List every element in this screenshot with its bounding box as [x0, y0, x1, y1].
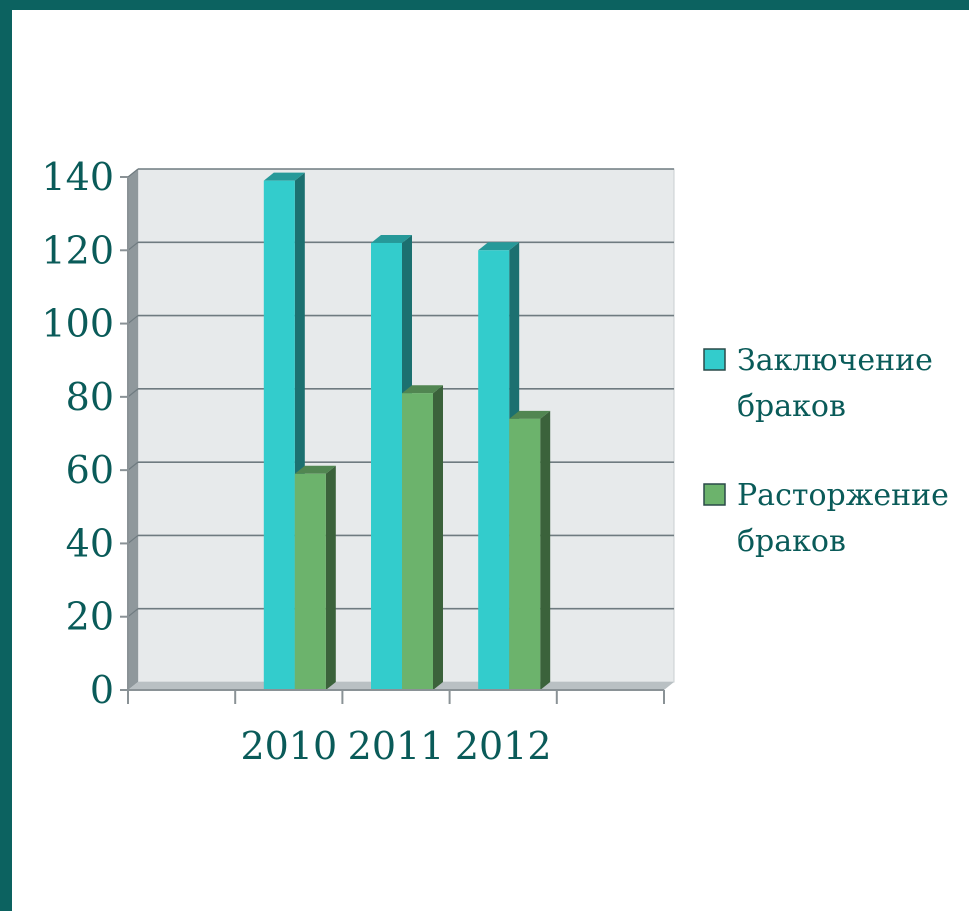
gridline-side [127, 241, 139, 251]
y-tick-label: 40 [66, 521, 114, 565]
x-tick-label: 2012 [455, 724, 552, 768]
bar-side [433, 385, 443, 690]
gridline-side [127, 388, 139, 398]
bar-top [478, 242, 520, 251]
bar-top [402, 385, 443, 394]
y-tick-label: 20 [66, 595, 114, 639]
gridline-side [127, 168, 139, 178]
side-wall [128, 169, 138, 690]
bar [402, 385, 443, 690]
bar [294, 465, 336, 690]
x-tick-label: 2010 [240, 724, 337, 768]
axes [120, 176, 665, 704]
bar-side [325, 465, 336, 690]
bar [263, 172, 305, 690]
legend-label: Расторжение [737, 478, 949, 513]
y-tick-label: 120 [41, 228, 114, 272]
bar [509, 410, 551, 690]
bar-group [263, 172, 551, 691]
legend-label: браков [737, 389, 846, 424]
y-tick-label: 140 [41, 155, 114, 199]
gridline-side [127, 315, 139, 325]
x-axis-ticks: 2010 2011 2012 [240, 724, 551, 768]
gridline-side [127, 608, 139, 618]
bar-front [509, 418, 541, 690]
x-tick-label: 2011 [348, 724, 445, 768]
gridline-side [127, 461, 139, 471]
bar-front [263, 180, 295, 690]
bar-top [263, 172, 305, 181]
legend-swatch [703, 483, 726, 506]
y-tick-label: 100 [41, 302, 114, 346]
y-axis-ticks: 0 20 40 60 80 100 120 140 [41, 155, 114, 712]
bar-front [371, 242, 402, 690]
legend-item: Расторжение браков [703, 478, 949, 559]
bar-front [402, 393, 433, 690]
bar-top [509, 410, 551, 419]
y-tick-label: 0 [90, 668, 114, 712]
legend-label: Заключение [737, 343, 933, 378]
legend: Заключение браков Расторжение браков [703, 343, 949, 559]
y-tick-label: 60 [66, 448, 114, 492]
bar-side [540, 410, 551, 690]
bar-top [371, 234, 412, 243]
bar-front [294, 473, 326, 690]
legend-item: Заключение браков [703, 343, 933, 424]
y-tick-label: 80 [66, 375, 114, 419]
legend-swatch [703, 348, 726, 371]
bar-top [294, 465, 336, 474]
bar-front [478, 250, 510, 691]
legend-label: браков [737, 524, 846, 559]
gridline-side [127, 534, 139, 544]
